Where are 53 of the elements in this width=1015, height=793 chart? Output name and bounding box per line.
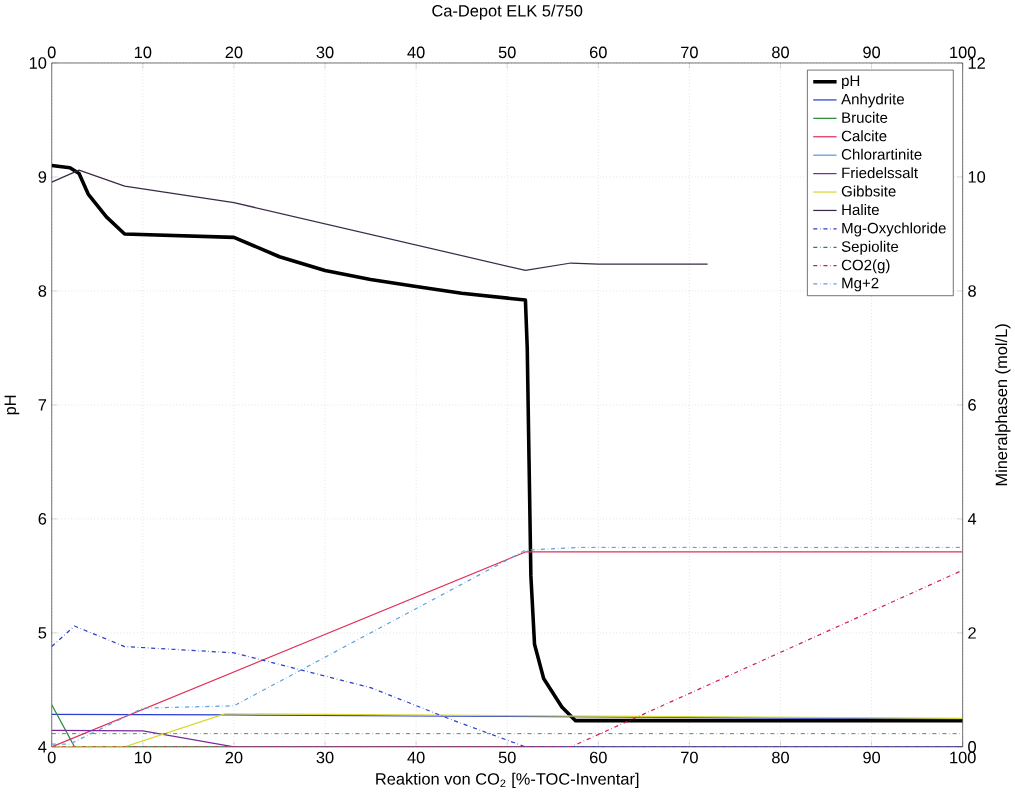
x2-tick-label: 0 [47,46,56,59]
legend-label: Calcite [841,130,887,142]
y-tick-label: 5 [38,627,47,639]
legend-label: Mg-Oxychloride [842,222,946,237]
legend-label: Friedelssalt [842,167,918,179]
y2-tick-label: 12 [968,57,985,69]
legend-label: Brucite [842,112,888,124]
x-tick-label: 50 [498,751,516,764]
y-tick-label: 9 [38,171,47,183]
x-tick-label: 90 [863,751,881,764]
x2-tick-label: 100 [950,46,976,59]
y2-tick-label: 8 [968,285,976,297]
y2-tick-label: 10 [968,171,986,183]
x-tick-label: 30 [316,751,334,764]
x-tick-label: 0 [47,751,56,764]
y2-tick-label: 0 [968,741,976,753]
y-tick-label: 4 [38,741,47,753]
x2-tick-label: 30 [316,46,334,59]
x-tick-label: 60 [590,751,607,764]
y2-tick-label: 4 [967,513,977,525]
x2-tick-label: 20 [225,46,243,59]
y-tick-label: 6 [38,513,47,525]
chart-title: Ca-Depot ELK 5/750 [432,4,583,21]
x2-tick-label: 80 [772,46,789,59]
legend-label: pH [842,75,860,90]
legend-label: CO2(g) [841,259,890,274]
legend-label: Mg+2 [842,277,879,292]
x-tick-label: 100 [950,751,976,764]
legend-label: Sepiolite [841,241,899,256]
legend-label: Anhydrite [841,93,904,108]
x-tick-label: 80 [772,751,789,764]
y-tick-label: 8 [38,285,47,297]
y-tick-label: 7 [38,399,47,411]
legend-label: Halite [842,204,879,216]
x2-tick-label: 70 [681,46,698,59]
legend-label: Gibbsite [841,185,896,197]
x-tick-label: 40 [407,751,425,764]
x-axis-title: Reaktion von CO$_{2}$ [%-TOC-Inventar] [376,772,639,789]
x2-tick-label: 60 [590,46,607,59]
y-tick-label: 10 [29,57,47,69]
x-tick-label: 20 [225,751,243,764]
y-axis-title: pH [4,395,20,415]
x2-tick-label: 10 [134,46,152,59]
y2-tick-label: 6 [968,399,976,411]
y2-tick-label: 2 [968,627,976,639]
x2-tick-label: 50 [498,46,516,59]
line-series [51,169,709,272]
x-tick-label: 70 [681,751,698,764]
y2-axis-title: Mineralphasen (mol/L) [995,324,1011,486]
legend-label: Chlorartinite [841,148,922,160]
x2-tick-label: 90 [863,46,881,59]
x2-tick-label: 40 [407,46,425,59]
x-tick-label: 10 [134,751,152,764]
